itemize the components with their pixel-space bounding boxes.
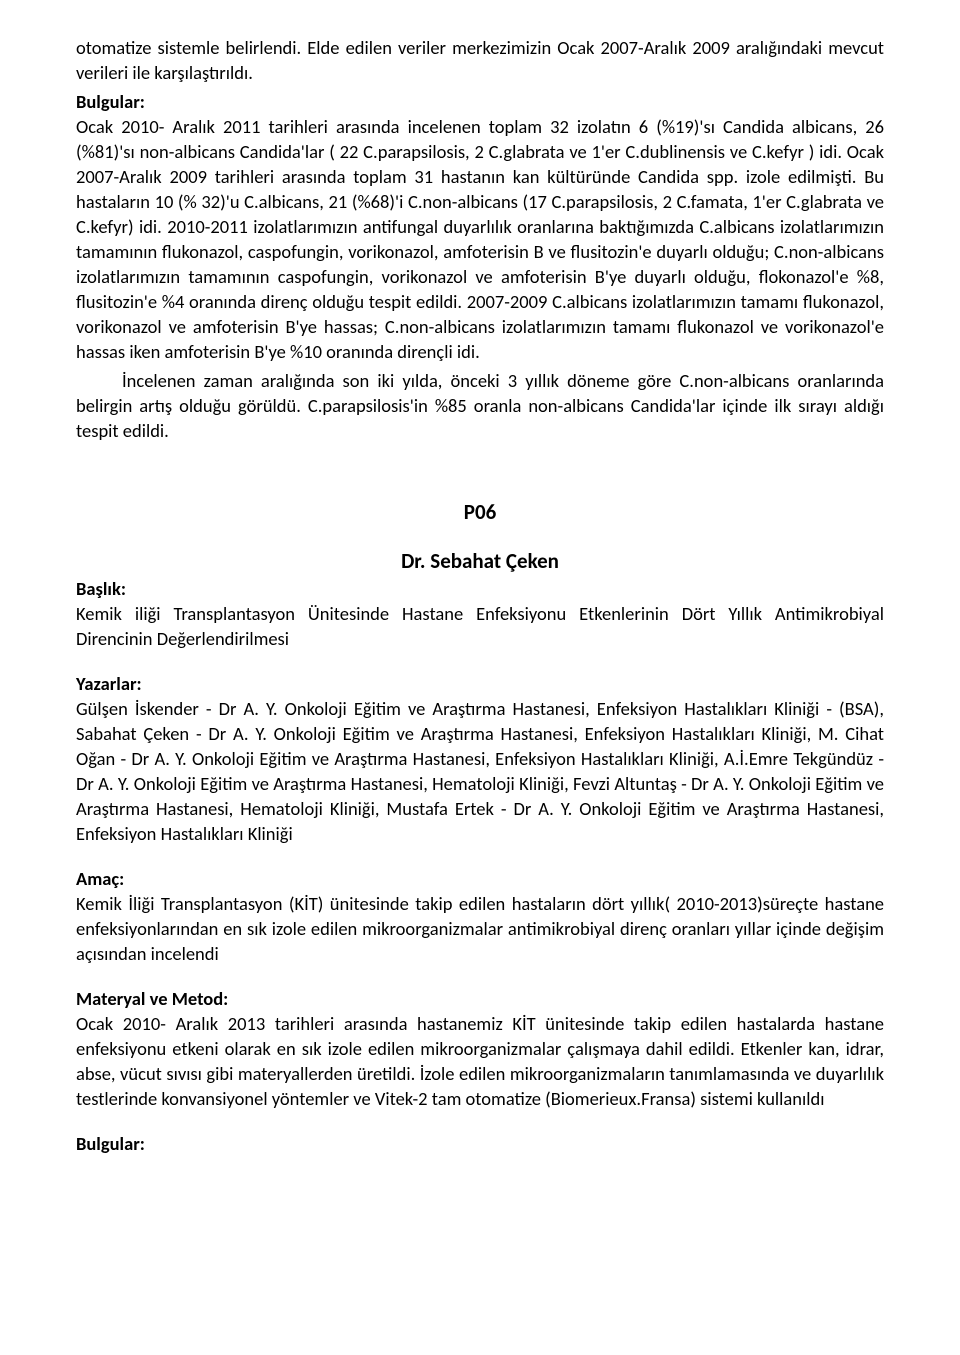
bulgular-paragraph-2: İncelenen zaman aralığında son iki yılda… xyxy=(76,369,884,444)
baslik-text: Kemik iliği Transplantasyon Ünitesinde H… xyxy=(76,602,884,652)
baslik-label: Başlık: xyxy=(76,577,884,602)
amac-label: Amaç: xyxy=(76,867,884,892)
baslik-block: Başlık: Kemik iliği Transplantasyon Ünit… xyxy=(76,577,884,652)
p06-code: P06 xyxy=(76,498,884,526)
yazarlar-label: Yazarlar: xyxy=(76,672,884,697)
bulgular2-label: Bulgular: xyxy=(76,1132,884,1157)
materyal-label: Materyal ve Metod: xyxy=(76,987,884,1012)
bulgular-paragraph-1: Ocak 2010- Aralık 2011 tarihleri arasınd… xyxy=(76,115,884,365)
amac-text: Kemik İliği Transplantasyon (KİT) ünites… xyxy=(76,892,884,967)
yazarlar-text: Gülşen İskender - Dr A. Y. Onkoloji Eğit… xyxy=(76,697,884,847)
materyal-text: Ocak 2010- Aralık 2013 tarihleri arasınd… xyxy=(76,1012,884,1112)
materyal-block: Materyal ve Metod: Ocak 2010- Aralık 201… xyxy=(76,987,884,1112)
bulgular-label: Bulgular: xyxy=(76,90,884,115)
yazarlar-block: Yazarlar: Gülşen İskender - Dr A. Y. Onk… xyxy=(76,672,884,847)
amac-block: Amaç: Kemik İliği Transplantasyon (KİT) … xyxy=(76,867,884,967)
document-page: otomatize sistemle belirlendi. Elde edil… xyxy=(0,0,960,1355)
p06-author: Dr. Sebahat Çeken xyxy=(76,547,884,575)
intro-paragraph: otomatize sistemle belirlendi. Elde edil… xyxy=(76,36,884,86)
